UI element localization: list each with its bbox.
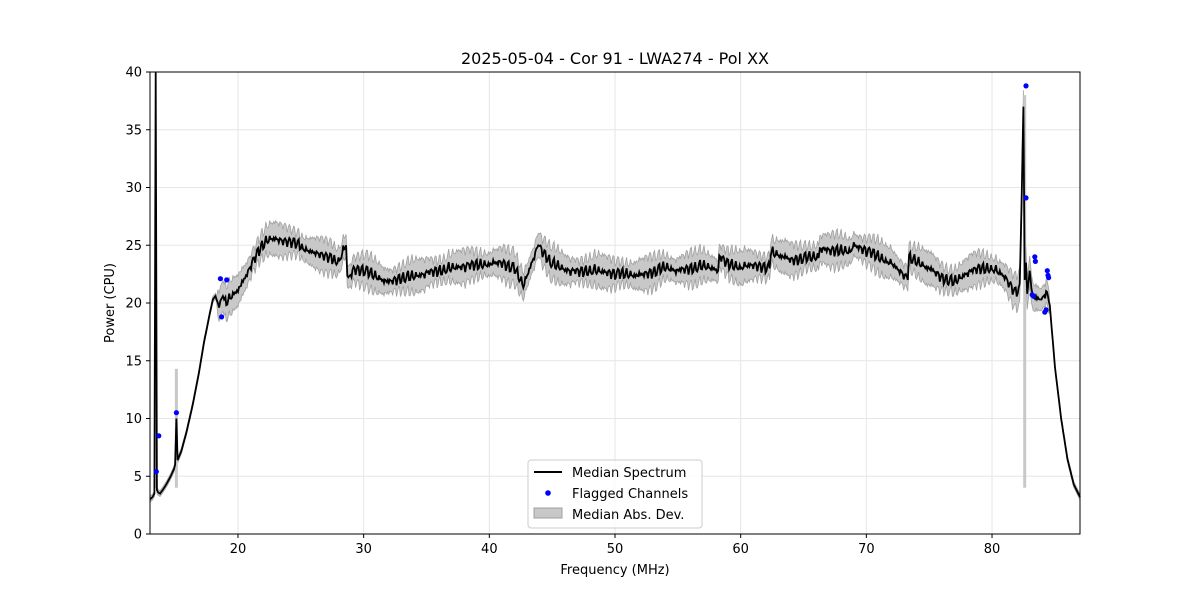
y-axis-ticks: 0 5 10 15 20 25 30 35 40	[125, 66, 150, 543]
y-axis-label: Power (CPU)	[103, 263, 118, 343]
flagged-channel-point	[1044, 268, 1050, 274]
median-spectrum-line	[149, 71, 1081, 501]
x-tick-label: 70	[858, 542, 875, 557]
flagged-channel-point	[1032, 254, 1038, 260]
y-tick-label: 30	[125, 181, 142, 196]
flagged-channel-point	[217, 276, 223, 282]
flagged-channel-point	[153, 469, 159, 475]
x-tick-label: 30	[355, 542, 372, 557]
y-tick-label: 40	[125, 66, 142, 81]
x-tick-label: 40	[481, 542, 498, 557]
legend: Median Spectrum Flagged Channels Median …	[527, 459, 703, 529]
chart-title: 2025-05-04 - Cor 91 - LWA274 - Pol XX	[461, 49, 769, 68]
y-tick-label: 25	[125, 239, 142, 254]
y-tick-label: 20	[125, 297, 142, 312]
legend-flagged-swatch	[545, 490, 551, 496]
legend-flagged-label: Flagged Channels	[572, 487, 688, 502]
flagged-channel-point	[173, 410, 179, 416]
flagged-channel-point	[1030, 293, 1037, 299]
y-tick-label: 10	[125, 412, 142, 427]
flagged-channel-point	[1023, 195, 1029, 201]
y-tick-label: 15	[125, 354, 142, 369]
x-tick-label: 50	[607, 542, 624, 557]
y-tick-label: 35	[125, 123, 142, 138]
x-axis-label: Frequency (MHz)	[560, 563, 669, 578]
x-tick-label: 20	[230, 542, 247, 557]
flagged-channel-point	[156, 433, 162, 439]
flagged-channel-point	[1046, 275, 1052, 281]
flagged-points	[153, 83, 1052, 475]
legend-mad-swatch	[533, 507, 563, 519]
x-tick-label: 60	[732, 542, 749, 557]
flagged-channel-point	[1032, 258, 1038, 264]
flagged-channel-point	[1023, 83, 1029, 89]
y-tick-label: 5	[134, 470, 142, 485]
y-tick-label: 0	[134, 528, 142, 543]
flagged-channel-point	[219, 314, 225, 320]
flagged-channel-point	[1043, 307, 1049, 313]
median-line-group	[149, 71, 1081, 501]
legend-median-label: Median Spectrum	[572, 466, 686, 481]
legend-box	[527, 459, 703, 529]
flagged-channel-point	[224, 277, 230, 283]
legend-mad-label: Median Abs. Dev.	[572, 508, 684, 523]
x-tick-label: 80	[984, 542, 1001, 557]
x-axis-ticks: 20 30 40 50 60 70 80	[230, 534, 1001, 557]
